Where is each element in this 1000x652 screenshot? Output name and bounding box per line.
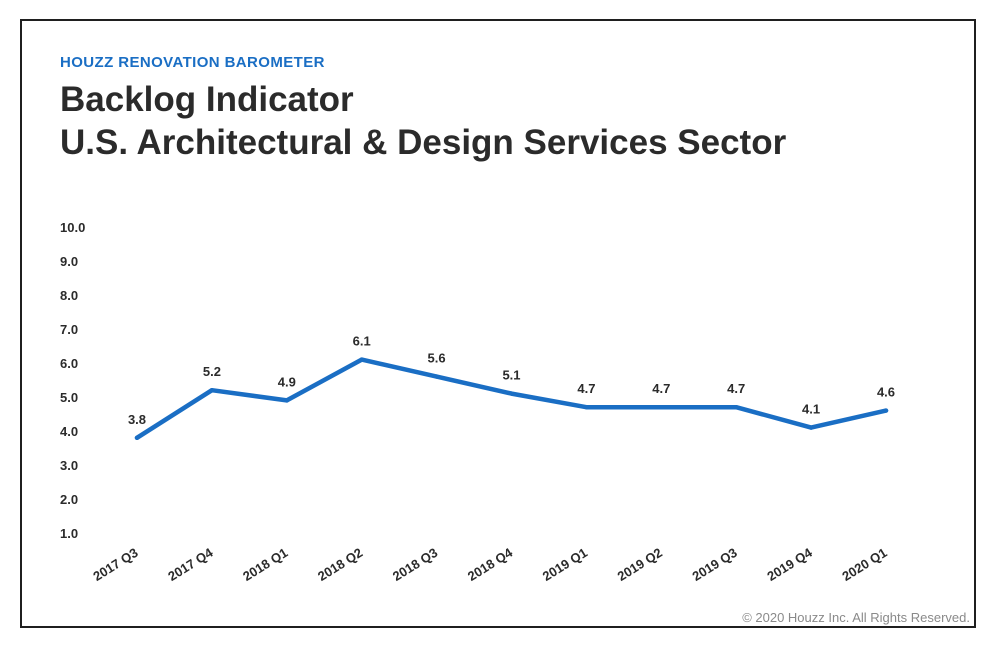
x-tick-label: 2018 Q4 (465, 544, 516, 584)
data-point (808, 425, 814, 430)
data-label: 5.6 (428, 351, 446, 366)
y-tick-label: 5.0 (60, 390, 78, 405)
x-axis: 2017 Q3 2017 Q4 2018 Q1 2018 Q2 2018 Q3 2018 … (90, 544, 889, 584)
data-point (509, 391, 514, 396)
x-tick-label: 2019 Q1 (540, 545, 590, 584)
y-axis: 10.0 9.0 8.0 7.0 6.0 5.0 4.0 3.0 2.0 1.0 (60, 220, 85, 541)
data-label: 4.7 (577, 381, 595, 396)
x-tick-label: 2019 Q3 (690, 545, 740, 584)
title-line-1: Backlog Indicator (60, 80, 354, 119)
data-point (284, 398, 289, 403)
y-tick-label: 6.0 (60, 356, 78, 371)
data-point (209, 388, 215, 393)
y-tick-label: 7.0 (60, 322, 78, 337)
y-tick-label: 8.0 (60, 288, 78, 303)
data-point (584, 405, 589, 410)
y-tick-label: 9.0 (60, 254, 78, 269)
x-tick-label: 2019 Q4 (764, 544, 815, 584)
y-tick-label: 3.0 (60, 458, 78, 473)
data-point (134, 435, 140, 440)
title-line-2: U.S. Architectural & Design Services Sec… (60, 123, 787, 162)
data-label: 4.9 (278, 374, 296, 389)
data-point (883, 408, 889, 413)
chart-frame (20, 19, 976, 628)
x-tick-label: 2018 Q1 (240, 545, 290, 584)
eyebrow-label: HOUZZ RENOVATION BAROMETER (60, 54, 325, 71)
x-tick-label: 2017 Q3 (90, 545, 140, 584)
x-tick-label: 2017 Q4 (165, 544, 216, 584)
copyright-notice: © 2020 Houzz Inc. All Rights Reserved. (742, 610, 970, 625)
x-tick-label: 2018 Q2 (315, 545, 365, 584)
x-tick-label: 2019 Q2 (615, 545, 665, 584)
data-label: 5.1 (502, 368, 520, 383)
data-label: 4.7 (652, 381, 670, 396)
data-point (659, 405, 664, 410)
series-backlog (134, 357, 889, 441)
y-tick-label: 2.0 (60, 492, 78, 507)
data-label: 4.1 (802, 402, 820, 417)
y-tick-label: 10.0 (60, 220, 85, 235)
data-label: 3.8 (128, 412, 146, 427)
data-labels: 3.8 5.2 4.9 6.1 5.6 5.1 4.7 4.7 4.7 4.1 4.6 (128, 334, 895, 427)
data-point (734, 405, 739, 410)
data-label: 6.1 (353, 334, 371, 349)
data-label: 4.7 (727, 381, 745, 396)
data-label: 5.2 (203, 364, 221, 379)
page-title: Backlog Indicator U.S. Architectural & D… (60, 78, 786, 164)
data-point (434, 374, 439, 379)
y-tick-label: 4.0 (60, 424, 78, 439)
data-point (359, 357, 364, 362)
y-tick-label: 1.0 (60, 526, 78, 541)
x-tick-label: 2018 Q3 (390, 545, 440, 584)
x-tick-label: 2020 Q1 (839, 545, 889, 584)
data-label: 4.6 (877, 385, 895, 400)
